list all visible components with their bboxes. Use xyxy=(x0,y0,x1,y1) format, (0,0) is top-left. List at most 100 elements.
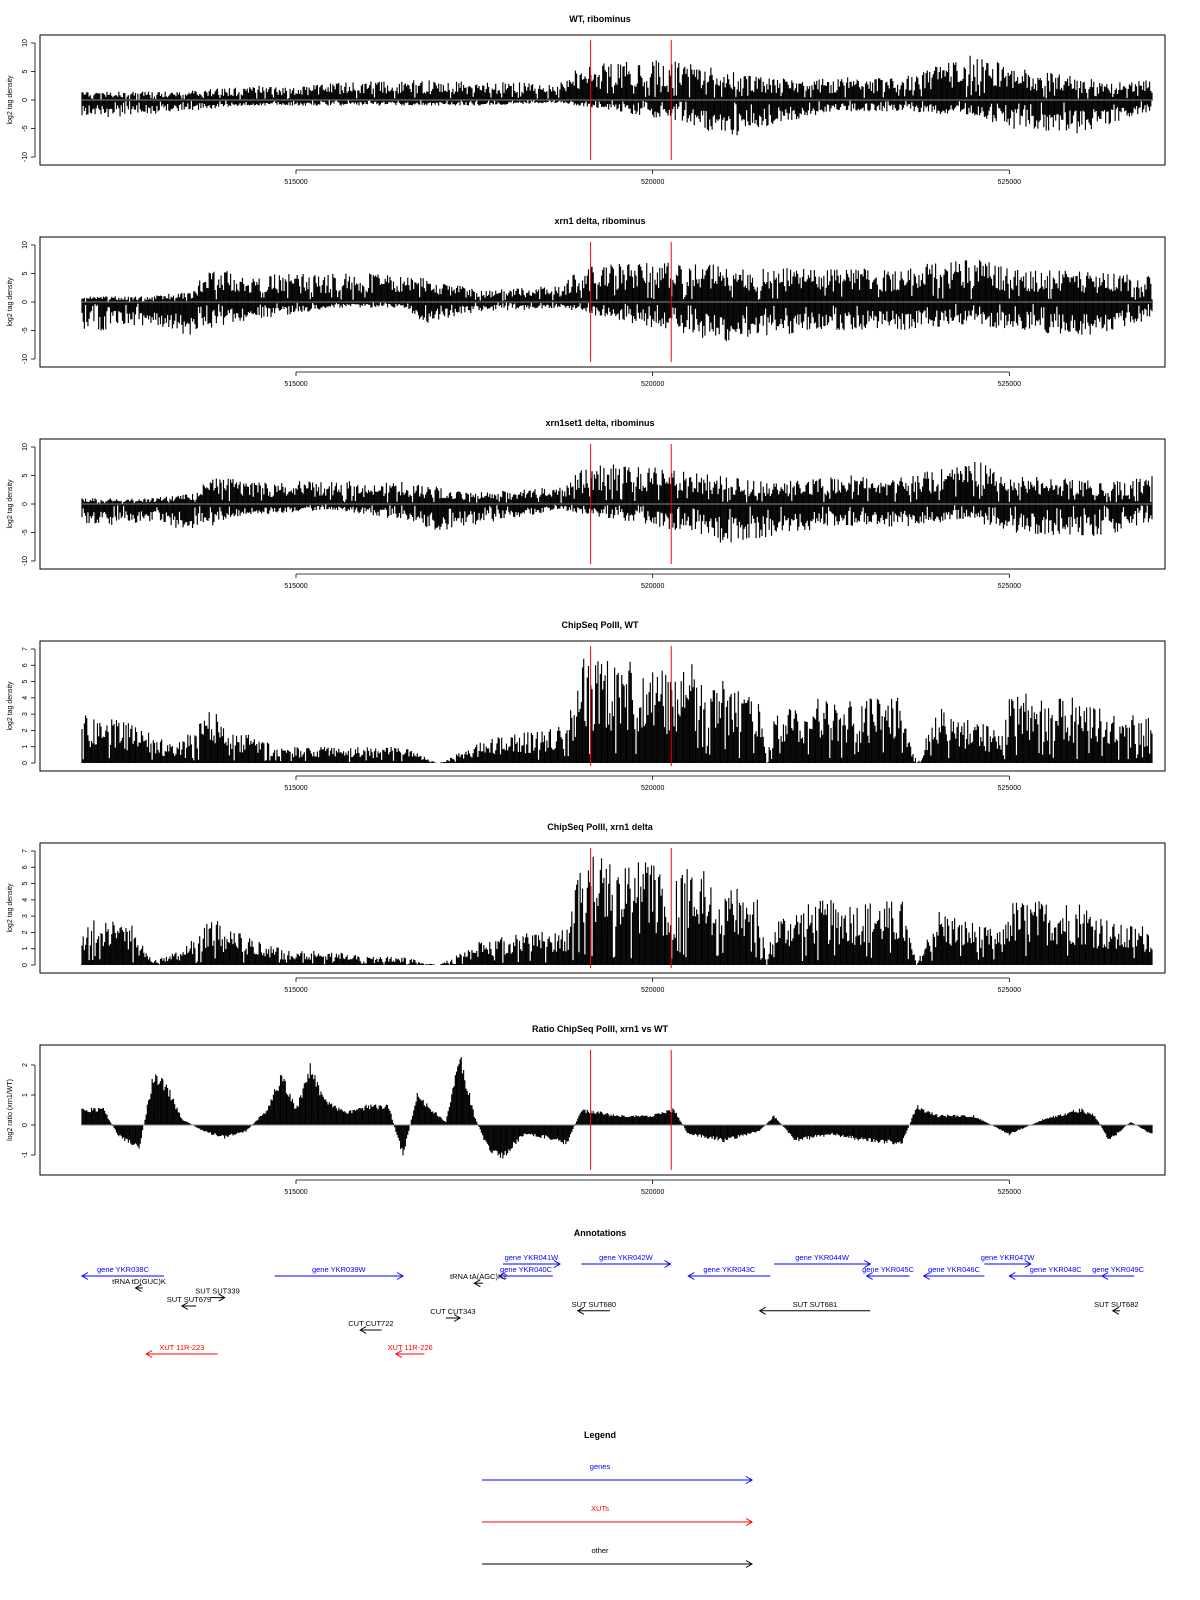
plot-frame xyxy=(39,1044,1166,1176)
y-tick-label: 6 xyxy=(22,865,29,869)
data-series xyxy=(81,260,1153,342)
legend-panel: Legend genes XUTs other xyxy=(482,1430,753,1568)
y-tick-label: 6 xyxy=(22,663,29,667)
y-tick-label: 5 xyxy=(22,271,29,275)
y-tick-label: 10 xyxy=(22,241,29,249)
y-tick-label: 0 xyxy=(22,98,29,102)
x-tick-label: 515000 xyxy=(284,1189,307,1196)
y-tick-label: -1 xyxy=(22,1152,29,1158)
chart-title: Ratio ChipSeq PolII, xrn1 vs WT xyxy=(532,1024,669,1034)
annotation-feature: gene YKR047W xyxy=(981,1253,1035,1268)
y-tick-label: 0 xyxy=(22,1123,29,1127)
x-axis: 515000 520000 525000 xyxy=(284,371,1021,388)
annotation-arrowhead xyxy=(687,1272,695,1280)
data-series xyxy=(81,658,1153,763)
annotation-feature: SUT SUT680 xyxy=(572,1300,616,1315)
y-tick-label: 1 xyxy=(22,947,29,951)
y-tick-label: 5 xyxy=(22,69,29,73)
annotation-arrowhead xyxy=(865,1272,873,1280)
legend-item: other xyxy=(482,1546,753,1568)
annotation-feature: gene YKR042W xyxy=(581,1253,672,1268)
annotation-feature: gene YKR039W xyxy=(274,1265,404,1280)
y-tick-label: -5 xyxy=(22,327,29,333)
data-bars xyxy=(81,260,1153,342)
y-axis: 7 6 5 4 3 2 1 0 xyxy=(22,647,36,765)
data-bars xyxy=(81,55,1153,136)
y-tick-label: -5 xyxy=(22,529,29,535)
y-axis-label: log2 tag density xyxy=(7,479,14,529)
plot-frame xyxy=(39,640,1166,772)
chart-panel-5: Ratio ChipSeq PolII, xrn1 vs WT 2 1 0 -1 log2… xyxy=(7,1024,1166,1196)
annotation-arrowhead xyxy=(473,1279,481,1288)
y-tick-label: -10 xyxy=(22,354,29,364)
annotation-label: SUT SUT679 xyxy=(167,1295,211,1304)
y-axis-label: log2 ratio (xrn1/WT) xyxy=(7,1079,14,1141)
x-tick-label: 515000 xyxy=(284,987,307,994)
legend-title: Legend xyxy=(584,1430,616,1440)
y-axis-label: log2 tag density xyxy=(7,883,14,933)
annotation-label: SUT SUT680 xyxy=(572,1300,616,1309)
annotation-arrowhead xyxy=(553,1260,561,1268)
plot-frame xyxy=(39,438,1166,570)
annotation-label: tRNA tA(AGC)K2 xyxy=(450,1272,507,1281)
annotation-arrowhead xyxy=(758,1306,766,1315)
legend-item: XUTs xyxy=(482,1504,753,1526)
y-tick-label: 3 xyxy=(22,712,29,716)
plot-frame xyxy=(39,842,1166,974)
annotation-arrowhead xyxy=(1008,1272,1016,1280)
data-series xyxy=(81,461,1153,543)
x-tick-label: 525000 xyxy=(998,583,1021,590)
annotation-arrowhead xyxy=(134,1284,142,1292)
chart-panel-4: ChipSeq PolII, xrn1 delta 7 6 5 4 3 2 1 0 log2 ta… xyxy=(7,822,1166,994)
annotation-label: gene YKR039W xyxy=(312,1265,367,1274)
annotation-arrowhead xyxy=(218,1293,226,1302)
data-series xyxy=(81,55,1153,136)
y-tick-label: -5 xyxy=(22,125,29,131)
y-axis-label: log2 tag density xyxy=(7,277,14,327)
y-axis-label: log2 tag density xyxy=(7,75,14,125)
legend-arrowhead xyxy=(745,1518,753,1526)
annotation-feature: gene YKR038C xyxy=(81,1265,165,1280)
y-tick-label: 7 xyxy=(22,849,29,853)
annotation-feature: gene YKR041W xyxy=(502,1253,561,1268)
x-tick-label: 520000 xyxy=(641,583,664,590)
annotation-arrowhead xyxy=(180,1302,189,1310)
annotation-arrowhead xyxy=(863,1260,872,1268)
x-tick-label: 515000 xyxy=(284,583,307,590)
plot-frame xyxy=(39,34,1166,166)
annotation-feature: gene YKR045C xyxy=(862,1265,915,1280)
y-tick-label: 0 xyxy=(22,761,29,765)
y-tick-label: 5 xyxy=(22,882,29,886)
legend-arrowhead xyxy=(745,1560,753,1568)
legend-arrowhead xyxy=(745,1476,753,1484)
annotations-panel: Annotations gene YKR038C gene YKR039W gene … xyxy=(81,1228,1145,1358)
y-tick-label: 2 xyxy=(22,930,29,934)
y-tick-label: -10 xyxy=(22,152,29,162)
x-tick-label: 525000 xyxy=(998,987,1021,994)
annotation-arrowhead xyxy=(922,1272,930,1280)
annotation-feature: gene YKR043C xyxy=(687,1265,771,1280)
legend-item-label: genes xyxy=(590,1462,611,1471)
annotation-arrowhead xyxy=(1024,1260,1032,1268)
x-axis: 515000 520000 525000 xyxy=(284,573,1021,590)
y-tick-label: 1 xyxy=(22,1093,29,1097)
y-tick-label: 2 xyxy=(22,1063,29,1067)
annotation-arrowhead xyxy=(664,1260,672,1268)
annotation-arrowhead xyxy=(394,1350,403,1358)
annotation-label: gene YKR043C xyxy=(703,1265,756,1274)
chart-title: WT, ribominus xyxy=(569,14,631,24)
y-tick-label: 3 xyxy=(22,914,29,918)
y-tick-label: 0 xyxy=(22,300,29,304)
annotation-feature: XUT 11R-226 xyxy=(388,1343,433,1358)
annotation-label: gene YKR045C xyxy=(862,1265,915,1274)
annotation-label: gene YKR041W xyxy=(505,1253,560,1262)
annotation-feature: SUT SUT681 xyxy=(758,1300,871,1315)
y-tick-label: 2 xyxy=(22,728,29,732)
annotation-feature: gene YKR046C xyxy=(922,1265,985,1280)
data-bars xyxy=(81,1057,1153,1159)
y-tick-label: -10 xyxy=(22,556,29,566)
annotation-label: gene YKR049C xyxy=(1092,1265,1145,1274)
y-axis: 7 6 5 4 3 2 1 0 xyxy=(22,849,36,967)
data-series xyxy=(81,1057,1153,1159)
